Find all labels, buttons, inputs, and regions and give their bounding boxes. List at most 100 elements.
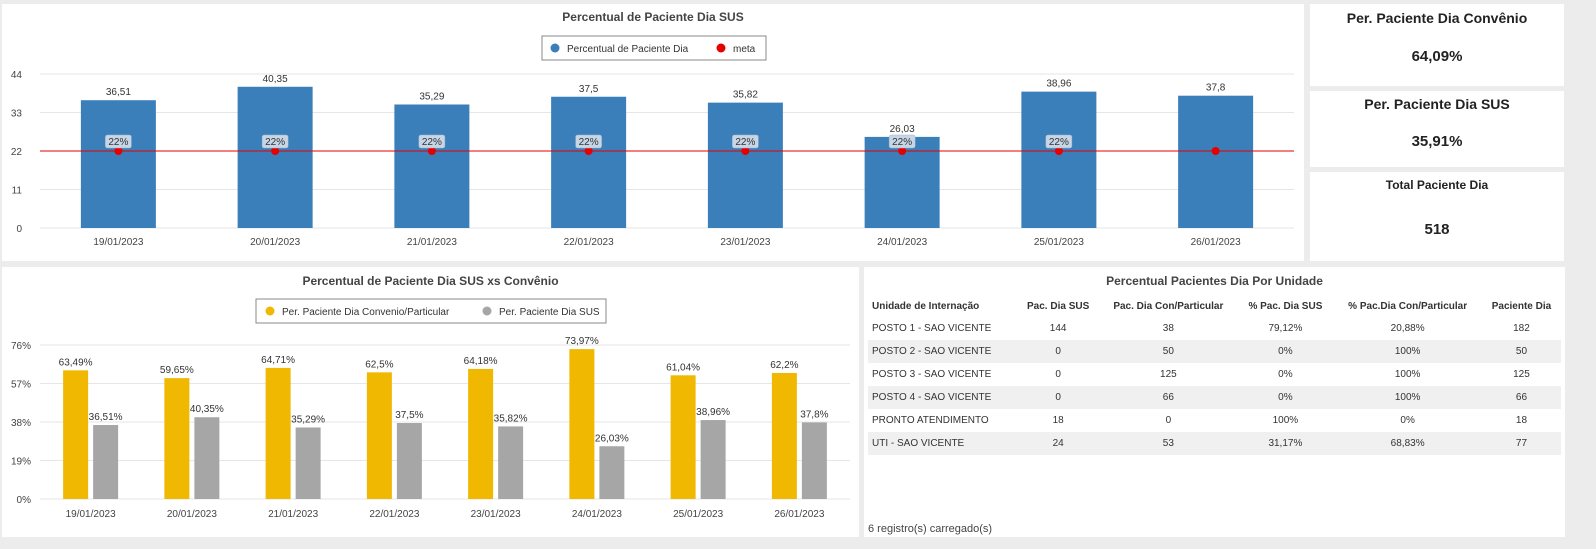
- table-cell: 31,17%: [1237, 432, 1334, 455]
- top-bar-value-label: 38,96: [1046, 79, 1071, 90]
- bottom-legend-box: [255, 298, 607, 324]
- table-column-header[interactable]: Pac. Dia SUS: [1027, 300, 1090, 312]
- kpi-total-title: Total Paciente Dia: [1385, 178, 1489, 192]
- top-y-tick-label: 22: [11, 147, 23, 158]
- units-table: Unidade de Internação Pac. Dia SUS Pac. Di…: [868, 295, 1561, 455]
- top-bar-value-label: 37,8: [1206, 83, 1226, 94]
- table-row[interactable]: POSTO 1 - SAO VICENTE 144 38 79,12% 20,88% 18…: [868, 317, 1561, 340]
- table-cell: 79,12%: [1268, 323, 1303, 334]
- top-meta-label: 22%: [735, 137, 755, 148]
- bottom-x-tick-label: 20/01/2023: [167, 509, 217, 520]
- table-column-header[interactable]: Pac. Dia Con/Particular: [1113, 300, 1224, 312]
- table-cell: 100%: [1394, 369, 1421, 380]
- table-row[interactable]: UTI - SAO VICENTE 24 53 31,17% 68,83% 77: [868, 432, 1561, 455]
- table-cell: 100%: [1272, 415, 1299, 426]
- bottom-bar-sus-label: 36,51%: [89, 412, 123, 423]
- table-row[interactable]: POSTO 3 - SAO VICENTE 0 125 0% 100% 125: [868, 363, 1561, 386]
- table-cell: 100%: [1333, 386, 1482, 409]
- bottom-bar-convenio-label: 59,65%: [160, 365, 194, 376]
- top-meta-label: 22%: [108, 137, 128, 148]
- top-chart-svg: Percentual de Paciente Dia meta 44 33 22 11 0 3…: [11, 35, 1294, 248]
- table-column-header[interactable]: Unidade de Internação: [872, 300, 980, 312]
- top-legend-box: [541, 35, 767, 61]
- bottom-bar-convenio: [468, 368, 494, 499]
- top-chart-title: Percentual de Paciente Dia SUS: [562, 10, 744, 24]
- kpi-total-card: Total Paciente Dia 518: [1310, 172, 1564, 261]
- table-cell: 0: [1017, 340, 1100, 363]
- table-cell: 20,88%: [1390, 323, 1425, 334]
- bottom-x-tick-label: 22/01/2023: [369, 509, 419, 520]
- table-cell: POSTO 3 - SAO VICENTE: [872, 369, 992, 380]
- table-cell: 50: [1099, 340, 1238, 363]
- top-x-tick-label: 20/01/2023: [250, 237, 300, 248]
- table-cell: 0%: [1237, 386, 1334, 409]
- kpi-convenio-card: Per. Paciente Dia Convênio 64,09%: [1310, 4, 1564, 86]
- bottom-legend-label-sus: Per. Paciente Dia SUS: [499, 307, 600, 318]
- bottom-bar-convenio-label: 61,04%: [666, 362, 700, 373]
- top-bar-value-label: 35,29: [419, 91, 444, 102]
- bottom-bar-convenio: [63, 370, 89, 499]
- table-header-row: Unidade de Internação Pac. Dia SUS Pac. Di…: [868, 295, 1561, 317]
- top-bar: [551, 96, 627, 228]
- bottom-bar-convenio-label: 64,71%: [261, 355, 295, 366]
- bottom-legend-swatch-convenio: [265, 306, 275, 316]
- top-bar-value-label: 36,51: [106, 87, 131, 98]
- bottom-bar-convenio: [366, 372, 392, 499]
- bottom-bar-sus-label: 37,8%: [800, 409, 828, 420]
- bottom-bar-sus: [396, 423, 422, 499]
- kpi-sus-card: Per. Paciente Dia SUS 35,91%: [1310, 91, 1564, 167]
- top-meta-point: [1054, 147, 1063, 155]
- top-bar: [237, 86, 313, 229]
- table-cell: 144: [1049, 323, 1067, 334]
- top-x-tick-label: 22/01/2023: [564, 237, 614, 248]
- bottom-bar-convenio-label: 73,97%: [565, 336, 599, 347]
- top-legend-swatch-meta: [716, 43, 726, 53]
- table-row[interactable]: POSTO 2 - SAO VICENTE 0 50 0% 100% 50: [868, 340, 1561, 363]
- table-cell: UTI - SAO VICENTE: [868, 432, 1018, 455]
- kpi-sus-title: Per. Paciente Dia SUS: [1364, 96, 1510, 112]
- top-meta-label: 22%: [265, 137, 285, 148]
- top-x-tick-label: 25/01/2023: [1034, 237, 1084, 248]
- table-cell: 100%: [1333, 340, 1482, 363]
- bottom-x-tick-label: 21/01/2023: [268, 509, 318, 520]
- table-cell: 38: [1162, 323, 1174, 334]
- table-cell: 0%: [1400, 415, 1415, 426]
- table-cell: 125: [1160, 369, 1177, 380]
- top-y-tick-label: 33: [11, 109, 23, 120]
- bottom-bar-convenio-label: 62,5%: [365, 359, 393, 370]
- bottom-x-tick-label: 24/01/2023: [572, 509, 622, 520]
- table-row[interactable]: POSTO 4 - SAO VICENTE 0 66 0% 100% 66: [868, 386, 1561, 409]
- top-meta-point: [427, 147, 436, 155]
- top-meta-label-bg: [105, 134, 132, 149]
- bottom-bar-sus: [295, 427, 321, 499]
- top-bar-value-label: 37,5: [579, 84, 599, 95]
- table-column-header[interactable]: % Pac.Dia Con/Particular: [1348, 300, 1468, 312]
- kpi-convenio-value: 64,09%: [1411, 48, 1463, 65]
- top-bar: [1021, 91, 1097, 228]
- table-column-header[interactable]: Paciente Dia: [1491, 300, 1552, 312]
- table-row[interactable]: PRONTO ATENDIMENTO 18 0 100% 0% 18: [868, 409, 1561, 432]
- bottom-bar-convenio-label: 62,2%: [770, 360, 798, 371]
- top-bar-value-label: 35,82: [733, 90, 758, 101]
- table-cell: 24: [1017, 432, 1100, 455]
- top-legend-swatch-bar: [550, 43, 560, 53]
- kpi-convenio-title: Per. Paciente Dia Convênio: [1346, 10, 1528, 26]
- top-chart-panel: Percentual de Paciente Dia SUS Percentua…: [2, 4, 1304, 261]
- bottom-bar-convenio-label: 63,49%: [59, 357, 93, 368]
- bottom-bar-convenio: [265, 367, 291, 499]
- top-meta-point: [741, 147, 750, 155]
- bottom-bar-sus-label: 40,35%: [190, 404, 224, 415]
- bottom-bar-sus-label: 26,03%: [595, 433, 629, 444]
- bottom-y-tick-label: 76%: [11, 341, 31, 352]
- table-cell: 0: [1055, 369, 1061, 380]
- top-bar: [707, 102, 783, 228]
- table-column-header[interactable]: % Pac. Dia SUS: [1248, 300, 1323, 312]
- records-loaded-label: 6 registro(s) carregado(s): [868, 523, 993, 535]
- bottom-y-tick-label: 0%: [17, 495, 32, 506]
- top-meta-label-bg: [418, 134, 446, 149]
- top-meta-label-bg: [1045, 134, 1073, 149]
- bottom-bar-sus-label: 38,96%: [696, 407, 730, 418]
- table-cell: 77: [1481, 432, 1561, 455]
- table-cell: 0%: [1278, 369, 1293, 380]
- top-bar-value-label: 26,03: [890, 124, 915, 135]
